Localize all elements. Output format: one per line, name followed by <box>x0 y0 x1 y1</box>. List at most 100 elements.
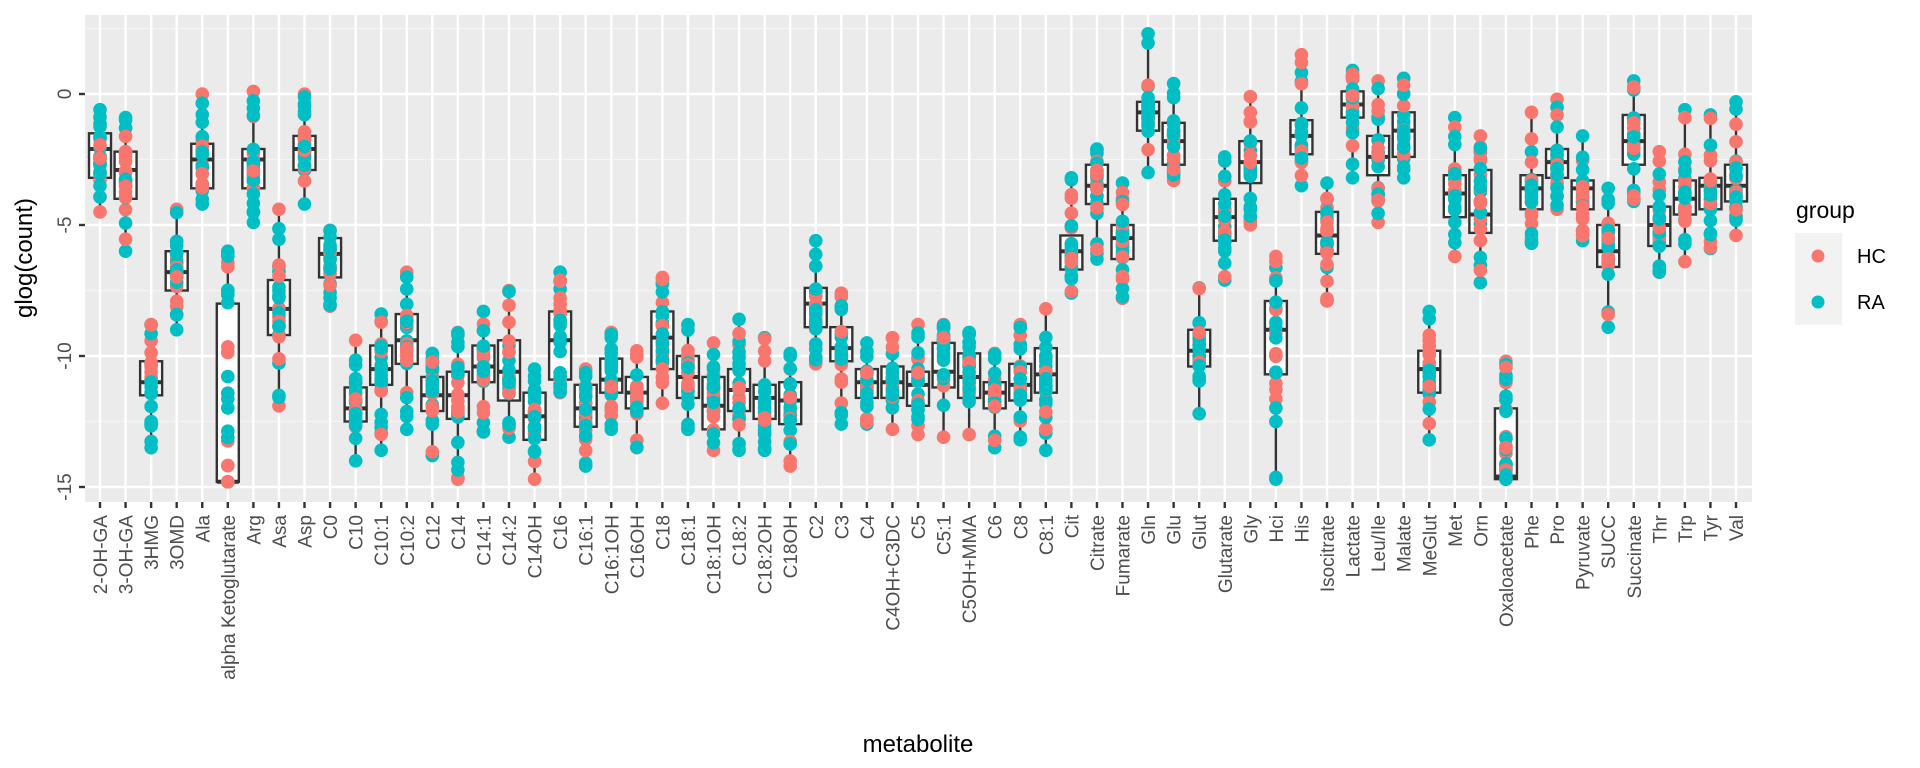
point-ra <box>246 215 261 230</box>
point-ra <box>757 441 772 456</box>
point-hc <box>348 392 363 406</box>
x-tick-label: Asp <box>296 515 317 548</box>
point-hc <box>1473 221 1488 236</box>
x-tick-label: C4 <box>858 515 879 540</box>
box-malate <box>1391 71 1416 185</box>
point-hc <box>1064 206 1079 220</box>
point-ra <box>1192 359 1206 373</box>
point-hc <box>1678 254 1692 269</box>
point-ra <box>1192 316 1206 330</box>
box-c2 <box>803 233 828 371</box>
x-tick-label: Met <box>1446 514 1467 546</box>
point-ra <box>681 323 695 337</box>
point-ra <box>1294 128 1309 143</box>
point-hc <box>1141 142 1155 157</box>
point-hc <box>962 355 976 370</box>
point-hc <box>1422 416 1437 431</box>
box-c8-1 <box>1033 302 1059 458</box>
point-ra <box>1013 337 1028 352</box>
box-gln <box>1135 26 1161 180</box>
point-ra <box>1422 311 1437 326</box>
point-ra <box>527 409 542 424</box>
box-c18 <box>650 270 675 410</box>
x-tick-label: Glut <box>1190 514 1211 550</box>
point-hc <box>1243 155 1258 170</box>
point-ra <box>297 139 312 154</box>
point-hc <box>1269 349 1283 364</box>
x-tick-label: MeGlut <box>1420 514 1441 576</box>
legend-label-hc: HC <box>1857 246 1886 268</box>
x-tick-label: C3 <box>832 515 853 539</box>
point-ra <box>706 347 721 362</box>
point-ra <box>578 418 593 433</box>
point-ra <box>451 435 465 450</box>
point-ra <box>476 304 491 319</box>
point-ra <box>808 282 823 296</box>
point-hc <box>834 396 849 410</box>
point-ra <box>272 232 286 247</box>
x-tick-label: Val <box>1727 515 1748 541</box>
point-hc <box>655 396 670 410</box>
point-hc <box>195 176 210 191</box>
point-hc <box>1064 187 1079 202</box>
point-ra <box>1396 140 1411 155</box>
point-hc <box>936 430 951 445</box>
point-ra <box>272 390 286 405</box>
point-hc <box>1371 104 1385 118</box>
point-ra <box>374 359 388 374</box>
point-hc <box>1575 199 1590 214</box>
box-2-oh-ga <box>87 102 113 219</box>
point-hc <box>1345 138 1360 153</box>
point-hc <box>860 365 874 380</box>
point-hc <box>118 202 133 217</box>
point-ra <box>681 397 695 412</box>
point-ra <box>630 368 644 382</box>
point-ra <box>221 386 235 401</box>
point-hc <box>757 354 772 368</box>
point-ra <box>911 412 925 427</box>
point-hc <box>732 326 746 341</box>
point-hc <box>962 427 976 442</box>
point-ra <box>1166 128 1181 142</box>
point-ra <box>578 389 593 404</box>
point-hc <box>1115 197 1130 212</box>
point-ra <box>1396 160 1411 174</box>
point-hc <box>1422 379 1437 394</box>
x-tick-label: Glu <box>1165 515 1186 545</box>
x-tick-label: C10:1 <box>372 515 393 566</box>
box-c16oh <box>624 343 650 455</box>
point-hc <box>1473 129 1488 143</box>
point-hc <box>297 125 312 139</box>
box-glut <box>1186 281 1212 421</box>
point-ra <box>323 253 337 267</box>
point-ra <box>1524 145 1539 159</box>
point-hc <box>1626 81 1641 95</box>
point-hc <box>783 454 797 468</box>
point-ra <box>578 456 593 470</box>
point-hc <box>860 415 874 429</box>
point-ra <box>1115 229 1130 244</box>
box-c14 <box>445 325 471 486</box>
point-ra <box>732 356 746 371</box>
point-ra <box>93 190 107 204</box>
x-tick-label: Hci <box>1267 515 1288 542</box>
point-hc <box>1678 214 1692 228</box>
box-c16 <box>547 265 573 400</box>
point-ra <box>527 420 542 434</box>
box-3omd <box>164 202 189 337</box>
x-tick-label: C5 <box>909 515 930 539</box>
point-hc <box>1166 162 1181 177</box>
point-hc <box>374 384 388 398</box>
point-hc <box>272 329 286 344</box>
point-ra <box>604 355 619 369</box>
box-arg <box>241 84 266 230</box>
point-ra <box>1499 389 1513 403</box>
point-ra <box>169 308 184 322</box>
point-ra <box>834 301 849 315</box>
point-hc <box>1729 202 1743 217</box>
point-ra <box>911 326 925 340</box>
point-ra <box>578 402 593 417</box>
x-tick-label: C18:1 <box>679 515 700 566</box>
point-ra <box>93 110 107 125</box>
point-ra <box>808 259 823 273</box>
